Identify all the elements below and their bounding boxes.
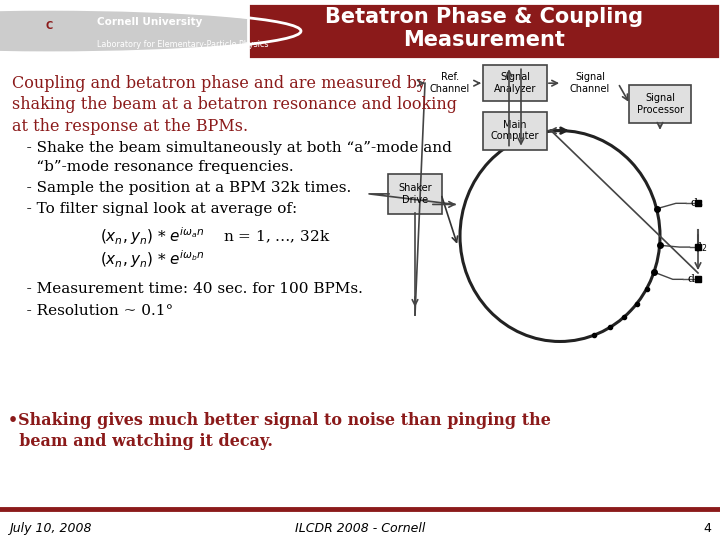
- Text: July 10, 2008: July 10, 2008: [9, 522, 91, 535]
- Text: •Shaking gives much better signal to noise than pinging the
  beam and watching : •Shaking gives much better signal to noi…: [8, 412, 551, 450]
- Text: - Resolution ~ 0.1°: - Resolution ~ 0.1°: [12, 303, 174, 318]
- Text: Shaker
Drive: Shaker Drive: [398, 183, 432, 205]
- Text: d$_3$: d$_3$: [690, 197, 703, 210]
- Text: - Shake the beam simultaneously at both “a”-mode and: - Shake the beam simultaneously at both …: [12, 141, 452, 155]
- Text: Ref.
Channel: Ref. Channel: [430, 72, 470, 94]
- Text: “b”-mode resonance frequencies.: “b”-mode resonance frequencies.: [12, 160, 294, 174]
- FancyBboxPatch shape: [483, 65, 547, 101]
- Text: - To filter signal look at average of:: - To filter signal look at average of:: [12, 202, 297, 217]
- Text: 4: 4: [703, 522, 711, 535]
- Text: ILCDR 2008 - Cornell: ILCDR 2008 - Cornell: [294, 522, 426, 535]
- Text: Signal
Analyzer: Signal Analyzer: [494, 72, 536, 94]
- Circle shape: [0, 11, 287, 51]
- Text: Laboratory for Elementary-Particle Physics: Laboratory for Elementary-Particle Physi…: [97, 40, 269, 49]
- Text: Cornell University: Cornell University: [97, 17, 202, 27]
- FancyBboxPatch shape: [483, 112, 547, 150]
- Text: Coupling and betatron phase and are measured by
shaking the beam at a betatron r: Coupling and betatron phase and are meas…: [12, 75, 457, 135]
- Text: $(x_n, y_n)$ * $e^{i\omega_a n}$    n = 1, …, 32k: $(x_n, y_n)$ * $e^{i\omega_a n}$ n = 1, …: [100, 226, 330, 247]
- Text: Betatron Phase & Coupling
Measurement: Betatron Phase & Coupling Measurement: [325, 7, 643, 50]
- Text: Signal
Processor: Signal Processor: [636, 93, 683, 115]
- FancyBboxPatch shape: [248, 3, 720, 59]
- Text: C: C: [45, 21, 53, 31]
- Text: Main
Computer: Main Computer: [491, 120, 539, 141]
- FancyBboxPatch shape: [629, 85, 691, 123]
- Text: - Measurement time: 40 sec. for 100 BPMs.: - Measurement time: 40 sec. for 100 BPMs…: [12, 282, 363, 296]
- FancyBboxPatch shape: [388, 174, 442, 214]
- Text: Signal
Channel: Signal Channel: [570, 72, 610, 94]
- Text: - Sample the position at a BPM 32k times.: - Sample the position at a BPM 32k times…: [12, 181, 351, 195]
- Text: d$_1$: d$_1$: [687, 272, 701, 286]
- Text: d$_2$: d$_2$: [693, 240, 707, 254]
- Text: $(x_n, y_n)$ * $e^{i\omega_b n}$: $(x_n, y_n)$ * $e^{i\omega_b n}$: [100, 249, 204, 271]
